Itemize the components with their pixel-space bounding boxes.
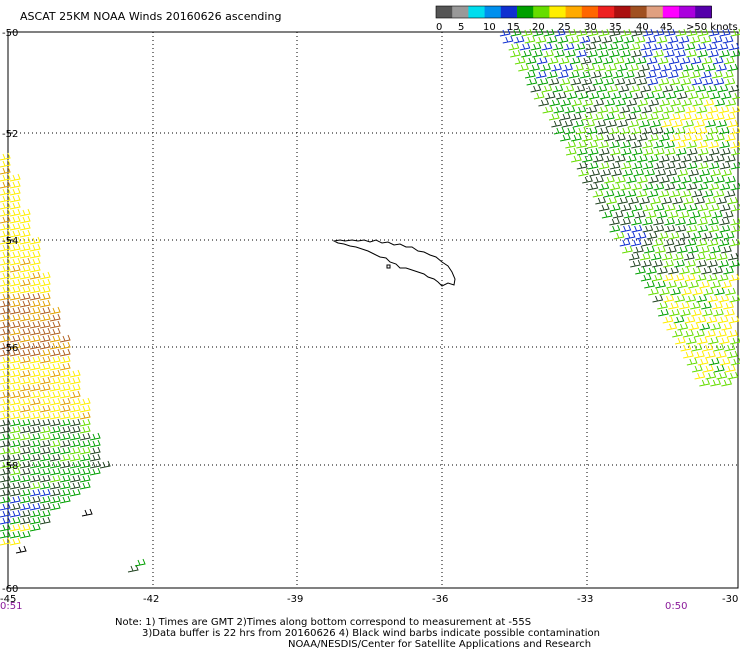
legend-label: 5	[458, 22, 464, 33]
latitude-label: -56	[2, 343, 18, 354]
legend-label: 10	[483, 22, 496, 33]
wind-speed-legend: 0 5 10 15 20 25 30 35 40 45 >50 knots	[435, 5, 738, 33]
islet	[386, 264, 391, 269]
legend-swatch	[695, 6, 712, 18]
longitude-label: -39	[287, 594, 303, 605]
legend-swatch	[517, 6, 534, 18]
legend-swatch	[630, 6, 648, 18]
latitude-label: -58	[2, 461, 18, 472]
legend-swatch	[581, 6, 599, 18]
latitude-label: -54	[2, 236, 18, 247]
latitude-label: -60	[2, 584, 18, 595]
legend-label: 25	[558, 22, 571, 33]
legend-swatch	[646, 6, 664, 18]
legend-swatch	[549, 6, 567, 18]
time-right: 0:50	[665, 601, 687, 612]
legend-swatch	[484, 6, 502, 18]
longitude-label: -45	[0, 594, 16, 605]
legend-label: 0	[436, 22, 442, 33]
legend-swatch	[500, 6, 518, 18]
legend-label: 40	[636, 22, 649, 33]
island-outline	[332, 239, 456, 287]
longitude-labels: -45 -42 -39 -36 -33 -30	[0, 594, 738, 605]
legend-swatch	[468, 6, 486, 18]
latitude-label: -50	[2, 28, 18, 39]
legend-label: 20	[532, 22, 545, 33]
longitude-label: -30	[722, 594, 738, 605]
note-line-1: Note: 1) Times are GMT 2)Times along bot…	[115, 617, 531, 628]
legend-swatch	[662, 6, 680, 18]
legend-swatch	[436, 6, 453, 18]
legend-swatch	[533, 6, 550, 18]
legend-swatch	[565, 6, 583, 18]
legend-swatch	[679, 6, 696, 18]
latitude-label: -52	[2, 129, 18, 140]
note-line-2: 3)Data buffer is 22 hrs from 20160626 4)…	[142, 628, 600, 639]
legend-label: 30	[584, 22, 597, 33]
graticule	[8, 32, 738, 588]
note-line-3: NOAA/NESDIS/Center for Satellite Applica…	[288, 639, 591, 650]
longitude-label: -36	[432, 594, 448, 605]
longitude-label: -33	[577, 594, 593, 605]
time-left: 0:51	[0, 601, 22, 612]
latitude-labels: -50 -52 -54 -56 -58 -60	[2, 28, 18, 595]
wind-swath-left	[0, 152, 146, 573]
map-frame	[7, 31, 739, 589]
map-title: ASCAT 25KM NOAA Winds 20160626 ascending	[20, 10, 281, 23]
legend-swatch	[452, 6, 469, 18]
longitude-label: -42	[143, 594, 159, 605]
legend-label: 15	[507, 22, 520, 33]
legend-swatch	[614, 6, 631, 18]
legend-swatch	[598, 6, 615, 18]
legend-label: 35	[609, 22, 622, 33]
legend-label: 45	[660, 22, 673, 33]
wind-swath-right	[499, 28, 740, 387]
legend-label: >50 knots	[686, 22, 738, 33]
